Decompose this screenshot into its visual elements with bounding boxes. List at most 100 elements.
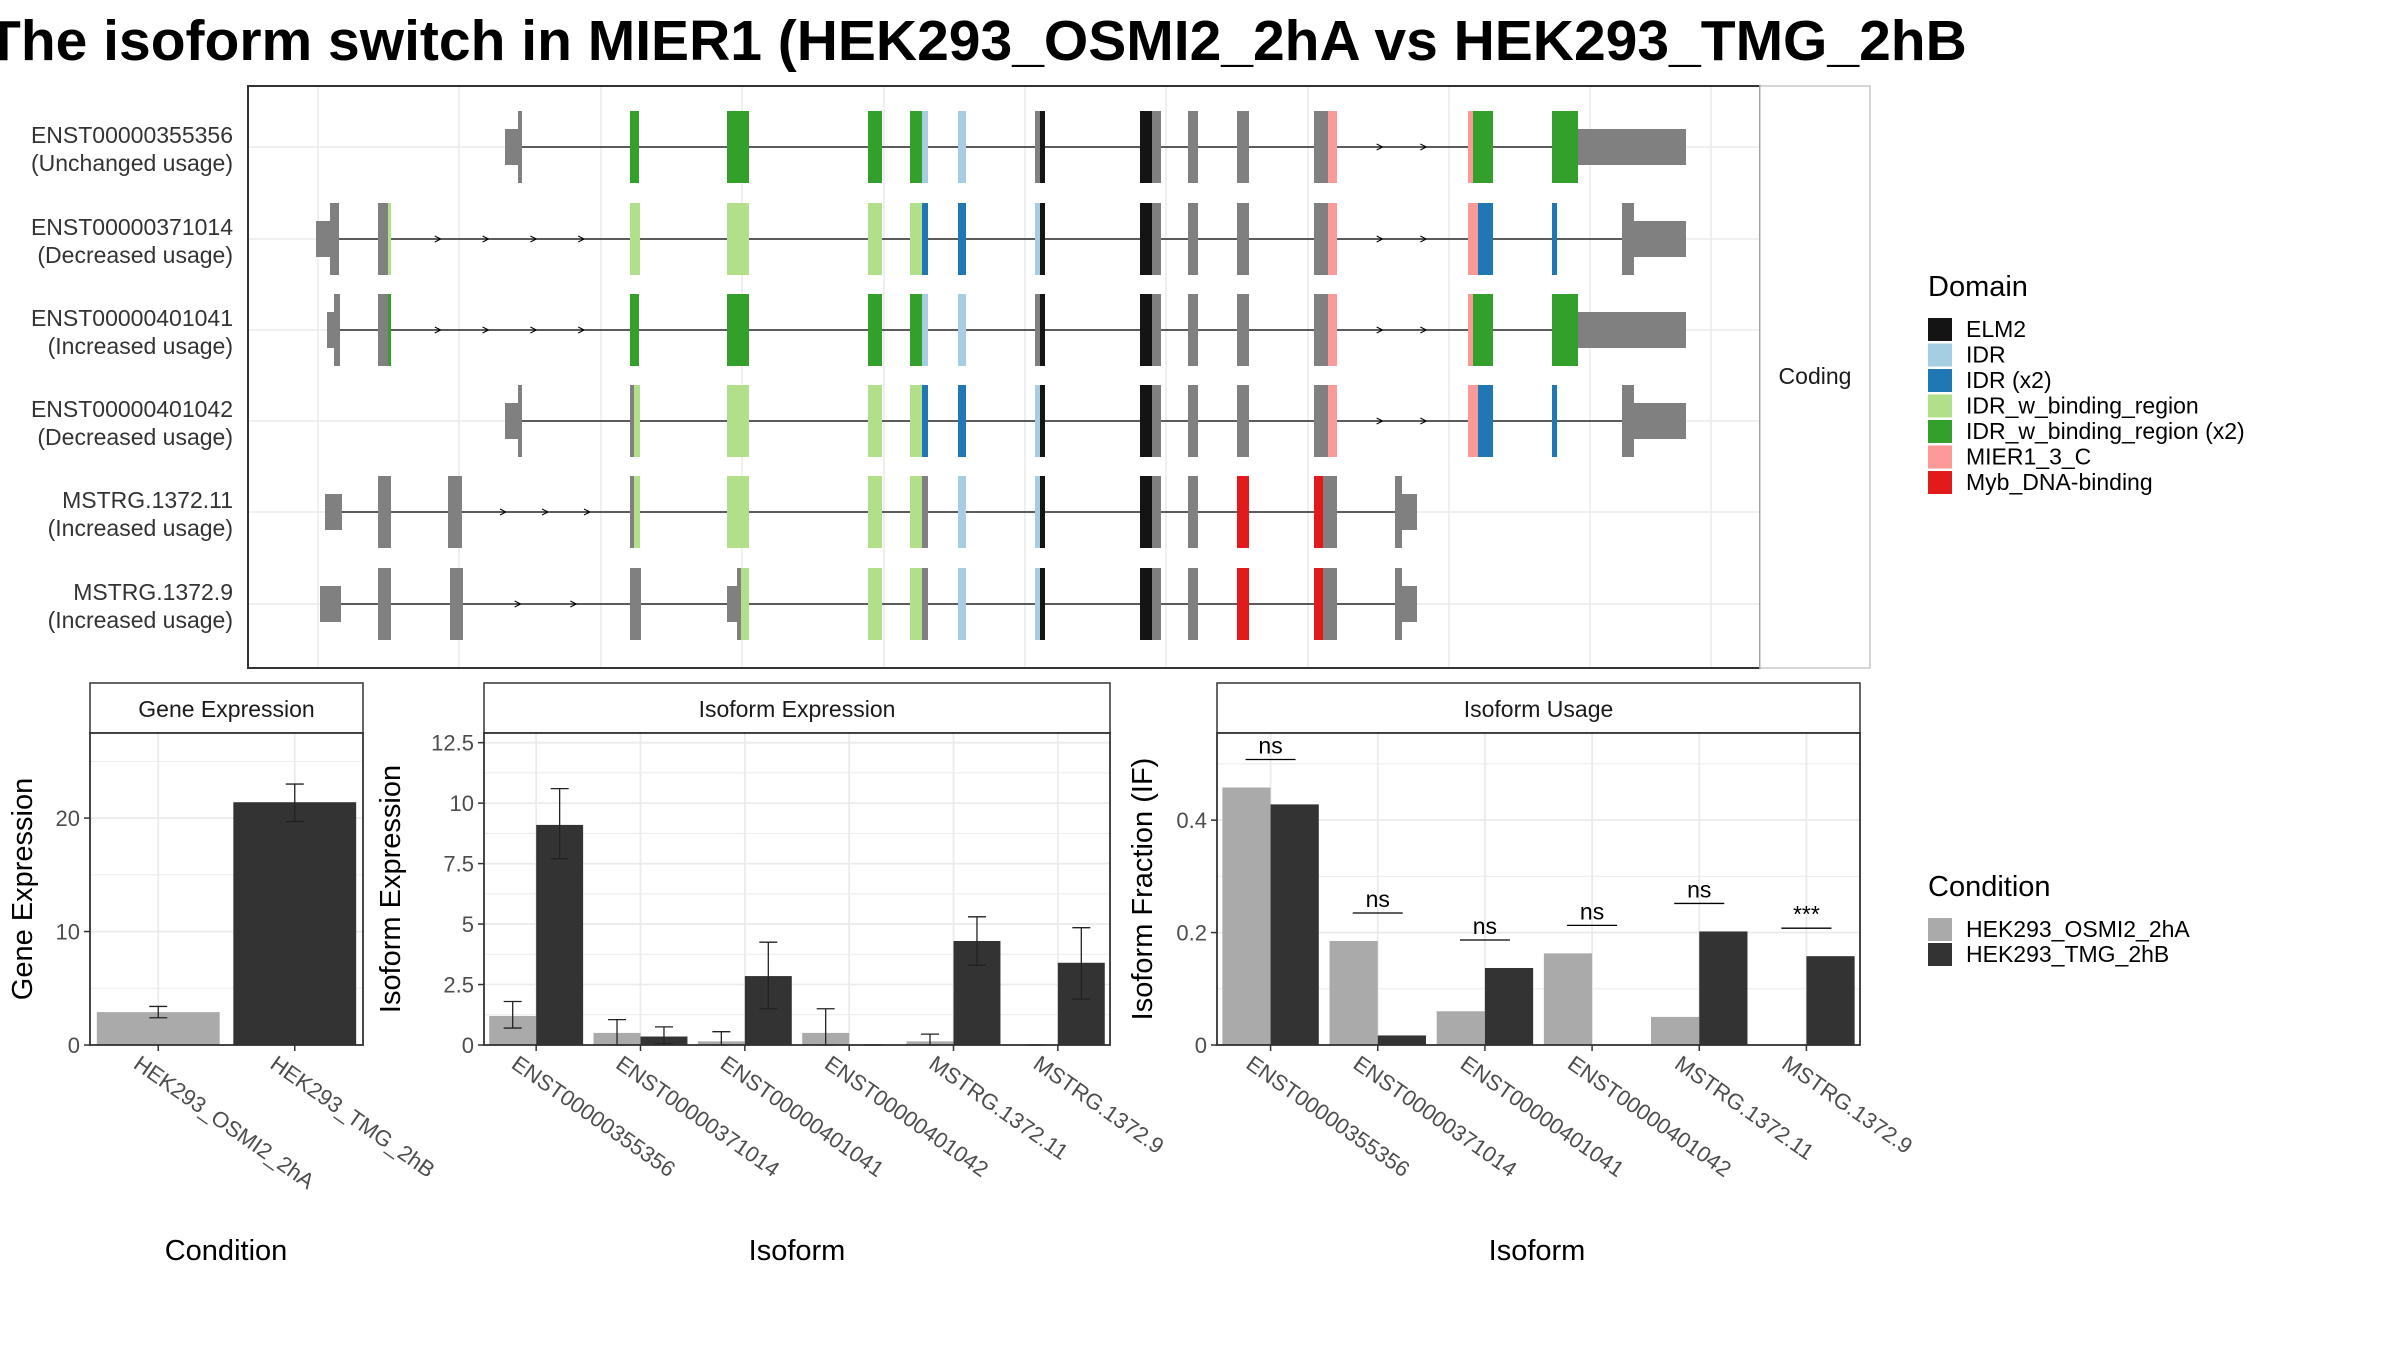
gene-structure-panel xyxy=(247,85,1761,669)
exon-segment xyxy=(1237,385,1249,457)
domain-legend-item: Myb_DNA-binding xyxy=(1966,469,2153,495)
exon-segment xyxy=(1468,203,1478,275)
isoform-usage-significance-label: ns xyxy=(1580,898,1604,924)
gene-expression-y-axis-title: Gene Expression xyxy=(7,778,39,1000)
exon-segment xyxy=(518,385,522,457)
intron-arrow xyxy=(1420,143,1428,151)
exon-segment xyxy=(448,476,456,548)
exon-segment xyxy=(1188,111,1198,183)
gene-expression-y-tick-label: 20 xyxy=(56,806,80,831)
exon-segment xyxy=(868,111,882,183)
exon-segment xyxy=(1152,568,1161,640)
exon-segment xyxy=(334,294,340,366)
exon-segment xyxy=(1040,568,1045,640)
isoform-usage-bar xyxy=(1543,953,1593,1045)
isoform-usage-bar xyxy=(1436,1011,1485,1045)
intron-arrow xyxy=(434,235,442,243)
intron-arrow xyxy=(570,600,578,608)
exon-segment xyxy=(327,312,334,348)
transcript-id-label: ENST00000371014 xyxy=(31,214,233,240)
exon-segment xyxy=(1040,111,1045,183)
coding-strip xyxy=(1759,85,1871,669)
exon-segment xyxy=(1478,385,1493,457)
condition-legend-title: Condition xyxy=(1928,871,2051,903)
exon-segment xyxy=(1035,568,1040,640)
isoform-expression-plot-bg xyxy=(484,733,1110,1045)
exon-segment xyxy=(1402,494,1417,530)
exon-segment xyxy=(1314,476,1323,548)
exon-segment xyxy=(910,568,922,640)
intron-arrow xyxy=(541,508,550,516)
exon-segment xyxy=(1552,111,1578,183)
exon-segment xyxy=(1035,385,1040,457)
exon-segment xyxy=(1035,476,1040,548)
exon-segment xyxy=(741,568,749,640)
exon-segment xyxy=(727,111,749,183)
exon-segment xyxy=(910,203,922,275)
exon-segment xyxy=(958,568,966,640)
domain-legend-swatch xyxy=(1928,369,1952,392)
exon-segment xyxy=(630,203,640,275)
isoform-usage-panel-border xyxy=(1216,732,1861,1046)
exon-segment xyxy=(320,586,341,622)
exon-segment xyxy=(378,294,388,366)
isoform-expression-panel-border xyxy=(483,732,1111,1046)
exon-segment xyxy=(1237,294,1249,366)
exon-segment xyxy=(910,476,922,548)
exon-segment xyxy=(1188,385,1198,457)
exon-segment xyxy=(727,586,737,622)
condition-legend-swatch xyxy=(1928,943,1952,966)
isoform-expression-y-tick-label: 5 xyxy=(462,912,474,937)
exon-segment xyxy=(1152,476,1161,548)
exon-segment xyxy=(1237,203,1249,275)
intron-arrow xyxy=(434,326,442,334)
exon-segment xyxy=(1314,568,1323,640)
exon-segment xyxy=(634,476,640,548)
exon-segment xyxy=(922,111,928,183)
domain-legend-item: MIER1_3_C xyxy=(1966,444,2091,470)
intron-arrow xyxy=(530,326,538,334)
exon-segment xyxy=(1634,221,1686,257)
exon-segment xyxy=(1468,385,1478,457)
exon-segment xyxy=(1395,568,1402,640)
exon-segment xyxy=(1323,568,1337,640)
exon-segment xyxy=(868,476,882,548)
isoform-expression-x-axis-title: Isoform xyxy=(749,1235,846,1267)
domain-legend-swatch xyxy=(1928,343,1952,367)
intron-arrow xyxy=(577,235,586,243)
exon-segment xyxy=(634,385,640,457)
exon-segment xyxy=(727,294,749,366)
gene-expression-y-tick-label: 0 xyxy=(68,1033,80,1058)
exon-segment xyxy=(958,203,966,275)
exon-segment xyxy=(727,385,749,457)
domain-legend-title: Domain xyxy=(1928,271,2028,303)
intron-arrow xyxy=(1376,417,1384,425)
domain-legend-item: IDR xyxy=(1966,342,2006,368)
exon-segment xyxy=(868,385,882,457)
intron-arrow xyxy=(1420,326,1428,334)
exon-segment xyxy=(922,203,928,275)
isoform-usage-bar xyxy=(1484,967,1534,1045)
exon-segment xyxy=(456,476,462,548)
exon-segment xyxy=(388,294,391,366)
exon-segment xyxy=(388,203,391,275)
isoform-expression-y-tick-label: 7.5 xyxy=(443,852,474,877)
transcript-usage-label: (Decreased usage) xyxy=(37,242,233,268)
exon-segment xyxy=(1314,294,1328,366)
exon-segment xyxy=(1328,385,1337,457)
isoform-usage-significance-label: ns xyxy=(1366,886,1390,912)
isoform-expression-strip xyxy=(483,682,1111,734)
exon-segment xyxy=(1140,385,1152,457)
exon-segment xyxy=(1323,476,1337,548)
exon-segment xyxy=(1140,203,1152,275)
isoform-expression-y-tick-label: 0 xyxy=(462,1033,474,1058)
exon-segment xyxy=(1314,111,1328,183)
condition-legend-swatch xyxy=(1928,918,1952,941)
intron-arrow xyxy=(482,235,490,243)
exon-segment xyxy=(1140,476,1152,548)
gene-expression-panel-border xyxy=(89,732,364,1046)
exon-segment xyxy=(1328,111,1337,183)
intron-arrow xyxy=(1376,326,1384,334)
exon-segment xyxy=(1140,568,1152,640)
